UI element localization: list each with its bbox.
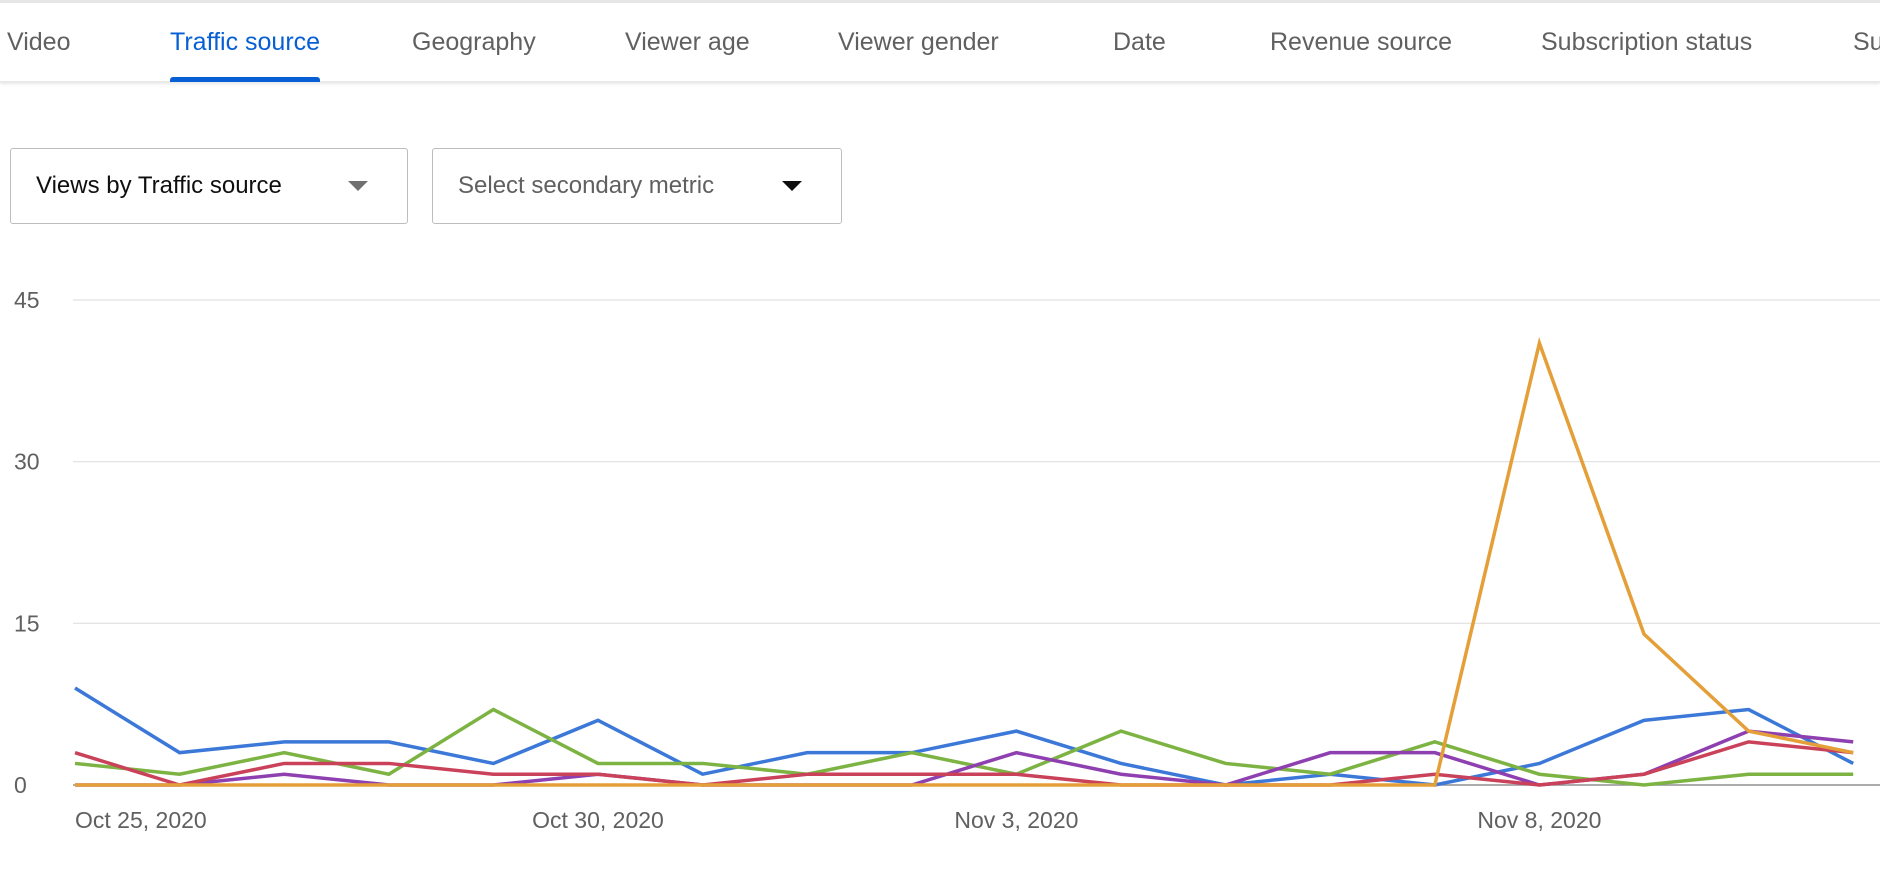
series-line-1[interactable] <box>74 686 1855 787</box>
tab-viewer-gender[interactable]: Viewer gender <box>838 28 999 56</box>
x-tick-label: Oct 25, 2020 <box>75 807 207 833</box>
x-axis-labels: Oct 25, 2020 Oct 30, 2020 Nov 3, 2020 Nov 8… <box>75 807 1601 833</box>
tab-geography[interactable]: Geography <box>412 28 536 56</box>
series-line-3[interactable] <box>75 729 1854 787</box>
tab-viewer-age[interactable]: Viewer age <box>625 28 750 56</box>
tab-traffic-source[interactable]: Traffic source <box>170 3 321 82</box>
tab-subscription-status[interactable]: Subscription status <box>1541 28 1753 56</box>
chart-grid <box>73 299 1880 786</box>
y-tick-label: 45 <box>14 287 40 313</box>
metric-select[interactable]: Views by Traffic source <box>10 148 408 224</box>
tab-video[interactable]: Video <box>7 28 71 56</box>
series-line-2[interactable] <box>74 707 1854 787</box>
x-tick-label: Nov 3, 2020 <box>954 807 1078 833</box>
y-tick-label: 15 <box>14 610 40 636</box>
views-line-chart: 0 15 30 45 Oct 25, 2020 Oct 30, 2020 Nov 3, 2… <box>14 287 1880 833</box>
x-tick-label: Nov 8, 2020 <box>1477 807 1601 833</box>
tab-bar: Video Traffic source Geography Viewer ag… <box>0 3 1880 82</box>
series-line-4[interactable] <box>74 740 1854 787</box>
tab-date[interactable]: Date <box>1113 28 1166 56</box>
top-border <box>0 0 1880 3</box>
series-line-5[interactable] <box>75 336 1854 787</box>
y-tick-label: 0 <box>14 772 27 798</box>
metric-select-value: Views by Traffic source <box>36 172 282 199</box>
chart-series <box>74 336 1855 787</box>
x-tick-label: Oct 30, 2020 <box>532 807 664 833</box>
secondary-metric-placeholder: Select secondary metric <box>458 172 715 199</box>
secondary-metric-select[interactable]: Select secondary metric <box>432 148 842 224</box>
y-axis-labels: 0 15 30 45 <box>14 287 40 798</box>
tab-overflow[interactable]: Su <box>1853 28 1880 56</box>
caret-down-icon <box>782 149 802 222</box>
y-tick-label: 30 <box>14 449 40 475</box>
caret-down-icon <box>348 149 368 222</box>
tab-revenue-source[interactable]: Revenue source <box>1270 28 1453 56</box>
